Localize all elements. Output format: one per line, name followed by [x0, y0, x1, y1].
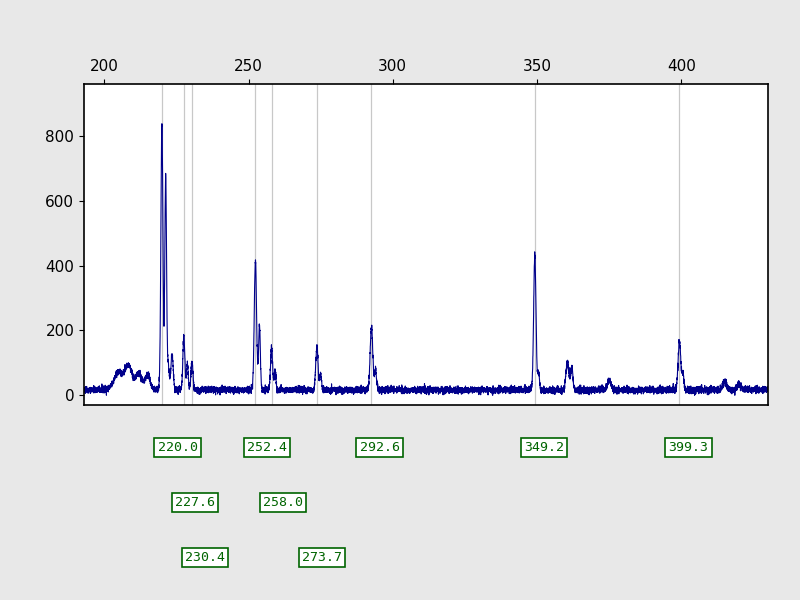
Text: 292.6: 292.6	[360, 441, 400, 454]
Text: 252.4: 252.4	[247, 441, 287, 454]
Text: 227.6: 227.6	[175, 496, 215, 509]
Text: 230.4: 230.4	[185, 551, 225, 564]
Text: 399.3: 399.3	[669, 441, 709, 454]
Text: 349.2: 349.2	[524, 441, 564, 454]
Text: 258.0: 258.0	[263, 496, 303, 509]
Text: 220.0: 220.0	[158, 441, 198, 454]
Text: 273.7: 273.7	[302, 551, 342, 564]
